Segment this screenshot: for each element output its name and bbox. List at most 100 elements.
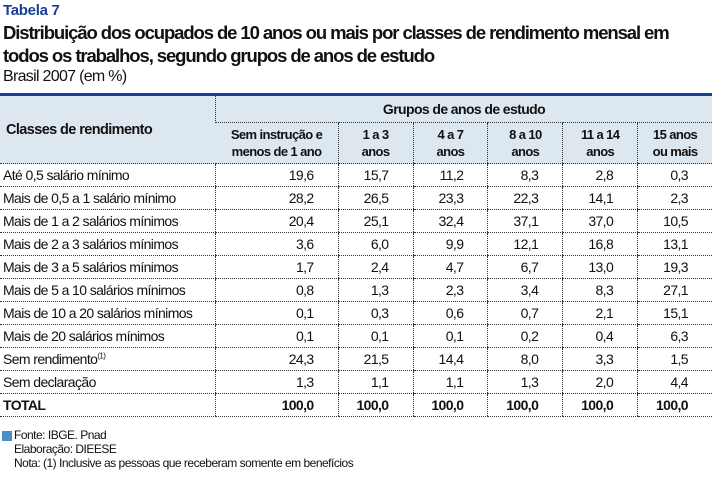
row-label-cell: Mais de 2 a 3 salários mínimos bbox=[0, 232, 216, 256]
value-cell: 2,4 bbox=[337, 255, 413, 279]
column-header-line: 4 a 7 bbox=[437, 127, 464, 142]
value-cell: 23,3 bbox=[412, 186, 488, 210]
row-label: TOTAL bbox=[3, 397, 46, 413]
column-header-line: anos bbox=[511, 144, 540, 159]
value-cell: 15,7 bbox=[337, 163, 413, 187]
value-cell: 26,5 bbox=[337, 186, 413, 210]
value-cell: 19,3 bbox=[637, 255, 712, 279]
value-cell: 10,5 bbox=[637, 209, 712, 233]
row-label: Mais de 20 salários mínimos bbox=[3, 328, 165, 344]
table-row: Mais de 20 salários mínimos 0,1 0,1 0,1 0,2 0… bbox=[0, 324, 712, 348]
row-label-cell: Até 0,5 salário mínimo bbox=[0, 163, 216, 187]
value-cell: 21,5 bbox=[337, 347, 413, 371]
column-header-line: Sem instrução e bbox=[230, 127, 323, 142]
value-cell: 13,0 bbox=[562, 255, 638, 279]
table-row: Mais de 10 a 20 salários mínimos 0,1 0,3 0,… bbox=[0, 301, 712, 325]
value-cell: 2,3 bbox=[412, 278, 488, 302]
column-header: 15 anos ou mais bbox=[637, 122, 712, 164]
data-table: Classes de rendimento Grupos de anos de … bbox=[0, 93, 712, 417]
value-cell: 12,1 bbox=[487, 232, 563, 256]
value-cell: 4,4 bbox=[637, 370, 712, 394]
value-cell: 2,8 bbox=[562, 163, 638, 187]
row-label-cell: Sem declaração bbox=[0, 370, 216, 394]
value-cell: 1,1 bbox=[412, 370, 488, 394]
value-cell: 32,4 bbox=[412, 209, 488, 233]
value-cell: 6,7 bbox=[487, 255, 563, 279]
table-row: TOTAL 100,0 100,0 100,0 100,0 100,0 100,0 bbox=[0, 393, 712, 417]
column-header: Sem instrução e menos de 1 ano bbox=[215, 122, 339, 164]
value-cell: 1,1 bbox=[337, 370, 413, 394]
table-row: Mais de 5 a 10 salários mínimos 0,8 1,3 2,3… bbox=[0, 278, 712, 302]
elaboration-note: Elaboração: DIEESE bbox=[14, 442, 117, 456]
row-label: Mais de 10 a 20 salários mínimos bbox=[3, 305, 193, 321]
value-cell: 11,2 bbox=[412, 163, 488, 187]
row-label-cell: Mais de 1 a 2 salários mínimos bbox=[0, 209, 216, 233]
value-cell: 20,4 bbox=[215, 209, 339, 233]
value-cell: 0,1 bbox=[215, 324, 339, 348]
value-cell: 100,0 bbox=[562, 393, 638, 417]
row-label: Mais de 3 a 5 salários mínimos bbox=[3, 259, 179, 275]
value-cell: 1,3 bbox=[337, 278, 413, 302]
value-cell: 0,3 bbox=[337, 301, 413, 325]
value-cell: 15,1 bbox=[637, 301, 712, 325]
value-cell: 0,8 bbox=[215, 278, 339, 302]
column-header-line: anos bbox=[436, 144, 465, 159]
value-cell: 9,9 bbox=[412, 232, 488, 256]
value-cell: 1,3 bbox=[215, 370, 339, 394]
column-header: 1 a 3 anos bbox=[337, 122, 413, 164]
row-label-cell: Mais de 10 a 20 salários mínimos bbox=[0, 301, 216, 325]
value-cell: 0,6 bbox=[412, 301, 488, 325]
value-cell: 28,2 bbox=[215, 186, 339, 210]
footnote: Nota: (1) Inclusive as pessoas que receb… bbox=[14, 456, 354, 470]
value-cell: 2,0 bbox=[562, 370, 638, 394]
row-header: Classes de rendimento bbox=[0, 94, 216, 164]
value-cell: 3,3 bbox=[562, 347, 638, 371]
column-header-line: anos bbox=[361, 144, 391, 159]
row-label-cell: Mais de 20 salários mínimos bbox=[0, 324, 216, 348]
table-row: Mais de 3 a 5 salários mínimos 1,7 2,4 4,7 6… bbox=[0, 255, 712, 279]
value-cell: 100,0 bbox=[215, 393, 339, 417]
value-cell: 3,6 bbox=[215, 232, 339, 256]
footer-notes: Fonte: IBGE. Pnad Elaboração: DIEESE Not… bbox=[2, 428, 354, 470]
value-cell: 16,8 bbox=[562, 232, 638, 256]
footnote-marker: (1) bbox=[97, 351, 106, 361]
column-header-line: 15 anos bbox=[652, 127, 698, 142]
value-cell: 0,1 bbox=[337, 324, 413, 348]
value-cell: 13,1 bbox=[637, 232, 712, 256]
value-cell: 3,4 bbox=[487, 278, 563, 302]
value-cell: 2,3 bbox=[637, 186, 712, 210]
row-label: Sem rendimento bbox=[3, 351, 98, 367]
value-cell: 37,1 bbox=[487, 209, 563, 233]
value-cell: 100,0 bbox=[337, 393, 413, 417]
value-cell: 0,3 bbox=[637, 163, 712, 187]
value-cell: 0,1 bbox=[215, 301, 339, 325]
table-subtitle: Brasil 2007 (em %) bbox=[3, 68, 127, 85]
row-label-cell: Mais de 5 a 10 salários mínimos bbox=[0, 278, 216, 302]
column-header: 4 a 7 anos bbox=[412, 122, 488, 164]
table-row: Até 0,5 salário mínimo 19,6 15,7 11,2 8,3 2,8… bbox=[0, 163, 712, 187]
value-cell: 0,1 bbox=[412, 324, 488, 348]
table-row: Mais de 0,5 a 1 salário mínimo 28,2 26,5 23… bbox=[0, 186, 712, 210]
value-cell: 2,1 bbox=[562, 301, 638, 325]
value-cell: 19,6 bbox=[215, 163, 339, 187]
table-row: Mais de 2 a 3 salários mínimos 3,6 6,0 9,9 1… bbox=[0, 232, 712, 256]
value-cell: 6,0 bbox=[337, 232, 413, 256]
column-header-line: menos de 1 ano bbox=[231, 144, 322, 159]
table-row: Mais de 1 a 2 salários mínimos 20,4 25,1 32… bbox=[0, 209, 712, 233]
value-cell: 100,0 bbox=[637, 393, 712, 417]
value-cell: 24,3 bbox=[215, 347, 339, 371]
row-label-cell: TOTAL bbox=[0, 393, 216, 417]
value-cell: 0,7 bbox=[487, 301, 563, 325]
table-title: Distribuição dos ocupados de 10 anos ou … bbox=[3, 22, 670, 66]
value-cell: 8,3 bbox=[562, 278, 638, 302]
row-label-cell: Mais de 0,5 a 1 salário mínimo bbox=[0, 186, 216, 210]
value-cell: 100,0 bbox=[487, 393, 563, 417]
value-cell: 4,7 bbox=[412, 255, 488, 279]
source-note: Fonte: IBGE. Pnad bbox=[14, 428, 107, 442]
legend-square-icon bbox=[2, 431, 12, 441]
value-cell: 27,1 bbox=[637, 278, 712, 302]
column-header-line: 1 a 3 bbox=[362, 127, 390, 142]
value-cell: 1,3 bbox=[487, 370, 563, 394]
table-row: Sem declaração 1,3 1,1 1,1 1,3 2,0 4,4 bbox=[0, 370, 712, 394]
column-header: 11 a 14 anos bbox=[562, 122, 638, 164]
